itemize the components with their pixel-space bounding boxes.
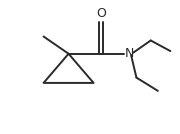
Text: N: N (125, 47, 134, 60)
Text: O: O (96, 8, 106, 21)
